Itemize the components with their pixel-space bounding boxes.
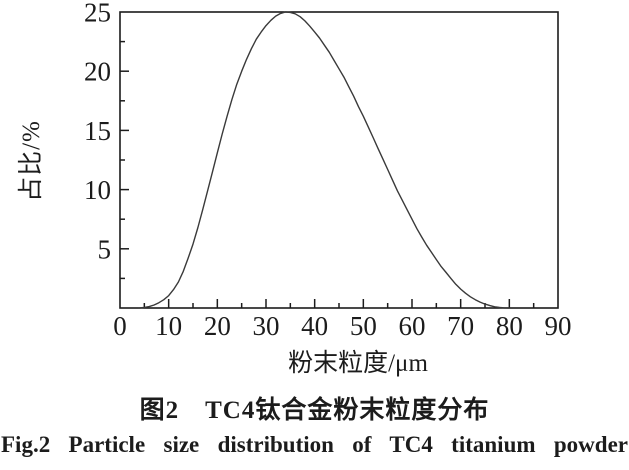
caption-chinese: 图2 TC4钛合金粉末粒度分布 <box>139 397 490 424</box>
y-tick-label: 25 <box>84 0 111 28</box>
y-axis-label: 占比/% <box>18 120 45 202</box>
x-tick-label: 0 <box>113 311 127 340</box>
chart-canvas: 0 10 20 30 40 50 60 70 80 90 5 10 15 20 25 <box>84 0 572 340</box>
x-axis-label: 粉末粒度/μm <box>288 350 428 377</box>
distribution-curve <box>138 11 510 309</box>
x-tick-label: 50 <box>350 311 377 340</box>
x-tick-label: 30 <box>253 311 280 340</box>
caption-english: Fig.2 Particle size distribution of TC4 … <box>1 432 628 457</box>
y-tick-label: 15 <box>84 116 111 146</box>
y-tick-label: 20 <box>84 57 111 87</box>
x-tick-label: 60 <box>399 311 426 340</box>
x-tick-label: 20 <box>204 311 231 340</box>
x-tick-label: 10 <box>155 311 182 340</box>
x-tick-label: 70 <box>447 311 474 340</box>
y-tick-label: 10 <box>84 175 111 205</box>
x-tick-label: 40 <box>301 311 328 340</box>
x-tick-label: 80 <box>496 311 523 340</box>
y-tick-label: 5 <box>98 234 112 264</box>
x-tick-label: 90 <box>545 311 572 340</box>
